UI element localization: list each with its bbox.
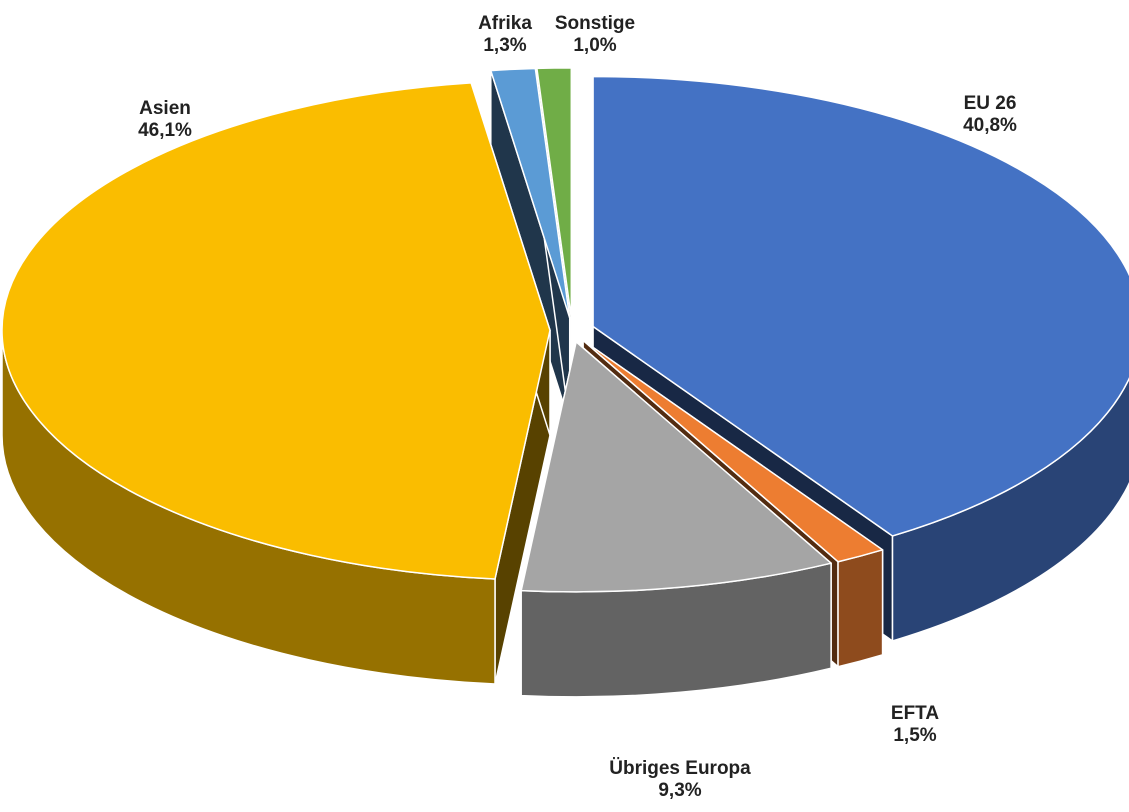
slice-label-name: Asien (139, 98, 191, 119)
slice-label-value: 1,3% (483, 35, 526, 56)
slice-label-value: 1,5% (893, 725, 936, 746)
slice-label-name: EFTA (891, 703, 939, 724)
slice (520, 341, 832, 698)
slice-wall (837, 549, 884, 668)
slice-label-name: Afrika (478, 13, 532, 34)
slice-top (1, 82, 551, 580)
slice-label-name: Übriges Europa (609, 758, 751, 779)
slice-label-name: EU 26 (964, 93, 1017, 114)
slice-top (582, 339, 884, 563)
slice-top (520, 341, 832, 593)
slice-label-name: Sonstige (555, 13, 635, 34)
slice-top (592, 75, 1129, 537)
slice-top (490, 67, 571, 319)
slice (1, 82, 551, 685)
slice-label-value: 46,1% (138, 120, 192, 141)
slice-label-value: 1,0% (573, 35, 616, 56)
slice-top (536, 67, 573, 319)
slice-label-value: 40,8% (963, 115, 1017, 136)
slice-label-value: 9,3% (658, 780, 701, 801)
